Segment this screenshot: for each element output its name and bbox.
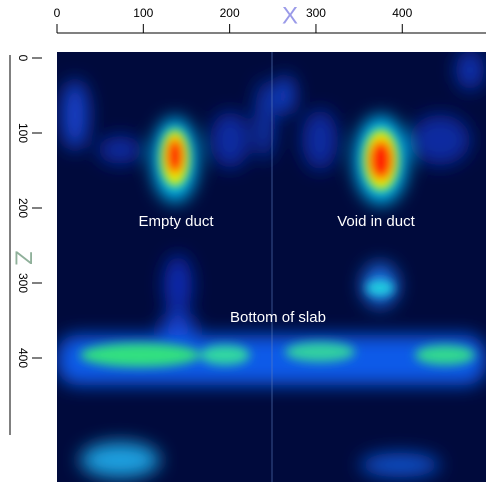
x-tick-label: 0 [54,6,61,20]
annotation: Bottom of slab [230,309,326,326]
x-tick-label: 200 [220,6,240,20]
scan-image [57,52,486,482]
y-tick-label: 200 [16,198,30,218]
x-axis-label: X [282,2,298,29]
y-tick-label: 300 [16,273,30,293]
y-tick-label: 100 [16,123,30,143]
y-tick-label: 400 [16,348,30,368]
x-tick-label: 400 [392,6,412,20]
annotation: Void in duct [337,213,415,230]
annotation: Empty duct [138,213,214,230]
y-axis-label: Z [10,251,37,266]
y-tick-label: 0 [16,55,30,62]
x-tick-label: 100 [133,6,153,20]
x-tick-label: 300 [306,6,326,20]
